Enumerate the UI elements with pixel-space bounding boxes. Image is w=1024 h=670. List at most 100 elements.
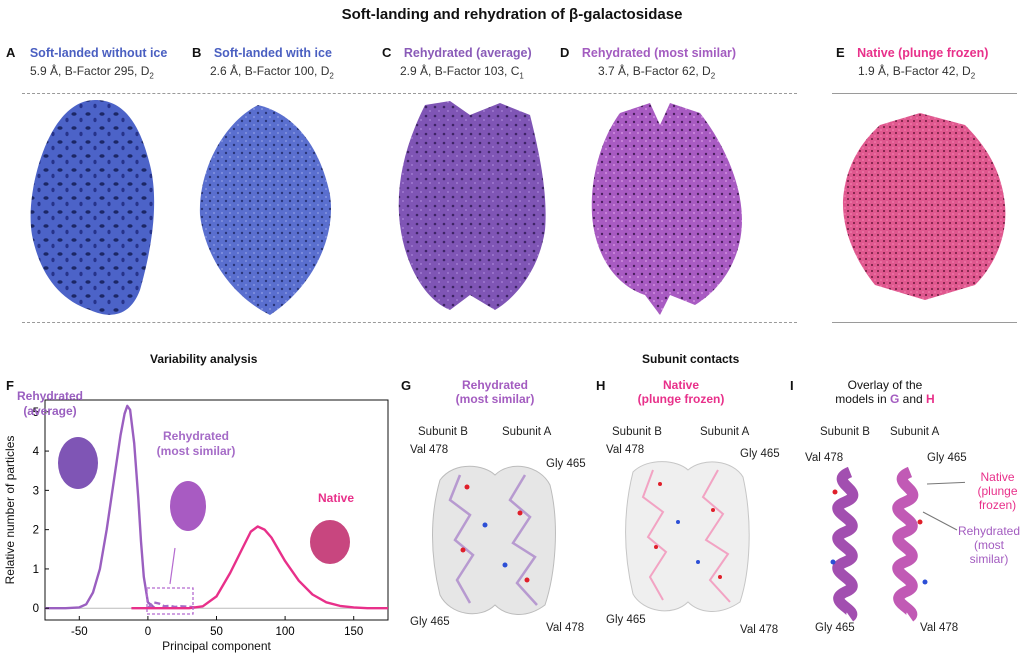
y-tick-label: 1 <box>33 564 39 576</box>
panel-g-title-line1: Rehydrated <box>461 378 529 392</box>
panel-h-val-top: Val 478 <box>606 444 645 456</box>
panel-b-symmetry: 2 <box>329 71 334 81</box>
panel-h-subunit-b: Subunit B <box>612 426 662 438</box>
x-tick-label: -50 <box>71 626 88 638</box>
panel-d-info: 3.7 Å, B-Factor 62, D2 <box>598 64 715 80</box>
panel-d-header: D Rehydrated (most similar) <box>560 44 736 62</box>
panel-i-legend-rehyd-line3: similar) <box>969 552 1009 566</box>
panel-i-helix-b <box>832 466 859 622</box>
panel-h-subunit-a: Subunit A <box>700 426 750 438</box>
series-line-1 <box>147 601 195 610</box>
panel-i-gly-bottom: Gly 465 <box>815 622 855 634</box>
panel-a-title: Soft-landed without ice <box>29 46 168 60</box>
panel-a-info: 5.9 Å, B-Factor 295, D2 <box>30 64 154 80</box>
panel-i-helix-a <box>892 466 919 622</box>
panel-g-subunit-b: Subunit B <box>418 426 468 438</box>
panel-c-info: 2.9 Å, B-Factor 103, C1 <box>400 64 524 80</box>
panel-g-density <box>432 465 556 615</box>
annot-ms-2: (most similar) <box>157 444 236 458</box>
panel-g-label: G <box>401 378 412 393</box>
panel-i-title-h: H <box>926 392 935 406</box>
native-top-line <box>832 93 1017 94</box>
panel-i-title-part1: models in <box>835 392 890 406</box>
map-c-shape <box>398 101 546 310</box>
map-e-shape <box>842 113 1006 300</box>
panel-i-val-top: Val 478 <box>805 452 844 464</box>
panel-b-info: 2.6 Å, B-Factor 100, D2 <box>210 64 334 80</box>
variability-chart: -50 0 50 100 150 0 1 2 3 4 5 Principal component R… <box>3 389 389 653</box>
panel-b-label: B <box>192 45 202 60</box>
panel-c-symmetry: 1 <box>519 71 524 81</box>
panel-e-info-text: 1.9 Å, B-Factor 42, D <box>858 64 971 78</box>
x-tick-label: 150 <box>344 626 363 638</box>
panel-h-backbone-b <box>641 469 668 601</box>
annot-ms-1: Rehydrated <box>163 429 229 443</box>
panel-c-header: C Rehydrated (average) <box>382 44 532 62</box>
panel-h-gly-bottom: Gly 465 <box>606 614 646 626</box>
panel-h-title: Native (plunge frozen) <box>626 378 736 406</box>
panel-b-header: B Soft-landed with ice <box>192 44 332 62</box>
top-dashed-line <box>22 93 797 94</box>
y-tick-label: 0 <box>33 603 39 615</box>
panel-g-backbone-b <box>448 474 475 604</box>
panel-i-title-line1: Overlay of the <box>847 378 923 392</box>
chart-x-label: Principal component <box>162 639 271 653</box>
thumb-native <box>310 520 350 564</box>
y-tick-label: 4 <box>33 446 40 458</box>
thumb-rehydrated-most-similar <box>170 481 206 531</box>
x-tick-label: 100 <box>276 626 295 638</box>
panel-h-title-line2: (plunge frozen) <box>637 392 725 406</box>
annot-avg-1: Rehydrated <box>17 389 83 403</box>
panel-g-subunit-a: Subunit A <box>502 426 552 438</box>
zoom-box <box>146 587 194 615</box>
panel-c-title: Rehydrated (average) <box>403 46 532 60</box>
panel-c-info-text: 2.9 Å, B-Factor 103, C <box>400 64 520 78</box>
x-tick-label: 0 <box>145 626 151 638</box>
panel-b-title: Soft-landed with ice <box>213 46 332 60</box>
panel-c-label: C <box>382 45 392 60</box>
chart-ticks: -50 0 50 100 150 0 1 2 3 4 5 <box>33 407 364 638</box>
panel-g-title: Rehydrated (most similar) <box>430 378 560 406</box>
panel-i-legend-native-line2: (plunge <box>977 484 1018 498</box>
bottom-dashed-line <box>22 322 797 323</box>
panel-i-gly-top: Gly 465 <box>927 452 967 464</box>
panel-i-val-bottom: Val 478 <box>920 622 959 634</box>
density-maps <box>30 100 1006 315</box>
panel-d-info-text: 3.7 Å, B-Factor 62, D <box>598 64 711 78</box>
panel-i-pointer-native <box>926 481 965 485</box>
panel-i-title-g: G <box>889 392 900 406</box>
panel-a-header: A Soft-landed without ice <box>6 44 167 62</box>
series-line-0 <box>45 404 156 610</box>
native-bottom-line <box>832 322 1017 323</box>
panel-b-info-text: 2.6 Å, B-Factor 100, D <box>210 64 330 78</box>
series-line-2 <box>131 525 388 610</box>
y-tick-label: 2 <box>33 525 39 537</box>
panel-h-backbone-a <box>701 469 731 603</box>
panel-g-val-bottom: Val 478 <box>546 622 585 634</box>
panel-i-legend-rehydrated: Rehydrated (most similar) <box>955 524 1023 566</box>
zoom-arrow <box>169 547 176 585</box>
figure-title: Soft-landing and rehydration of β-galact… <box>341 6 683 23</box>
panel-i-subunit-a: Subunit A <box>890 426 940 438</box>
panel-a-symmetry: 2 <box>149 71 154 81</box>
panel-i-title-and: and <box>899 392 927 406</box>
panel-i-legend-native-line3: frozen) <box>978 498 1017 512</box>
panel-d-label: D <box>560 45 570 60</box>
panel-h-title-line1: Native <box>662 378 700 392</box>
panel-f-label: F <box>6 378 14 393</box>
panel-g-gly-top: Gly 465 <box>546 458 586 470</box>
panel-h-label: H <box>596 378 606 393</box>
panel-i-legend-rehyd-line1: Rehydrated <box>957 524 1021 538</box>
panel-i-legend-native: Native (plunge frozen) <box>975 470 1020 512</box>
panel-g-title-line2: (most similar) <box>455 392 535 406</box>
panel-e-header: E Native (plunge frozen) <box>836 44 988 62</box>
panel-i-title: Overlay of the models in G and H <box>815 378 955 406</box>
x-tick-label: 50 <box>210 626 223 638</box>
panel-i-legend-rehyd-line2: (most <box>974 538 1004 552</box>
y-tick-label: 3 <box>33 485 39 497</box>
panel-e-info: 1.9 Å, B-Factor 42, D2 <box>858 64 975 80</box>
map-b-shape <box>199 105 332 315</box>
panel-g-val-top: Val 478 <box>410 444 449 456</box>
panel-a-info-text: 5.9 Å, B-Factor 295, D <box>30 64 150 78</box>
panel-i-structure <box>830 466 965 622</box>
